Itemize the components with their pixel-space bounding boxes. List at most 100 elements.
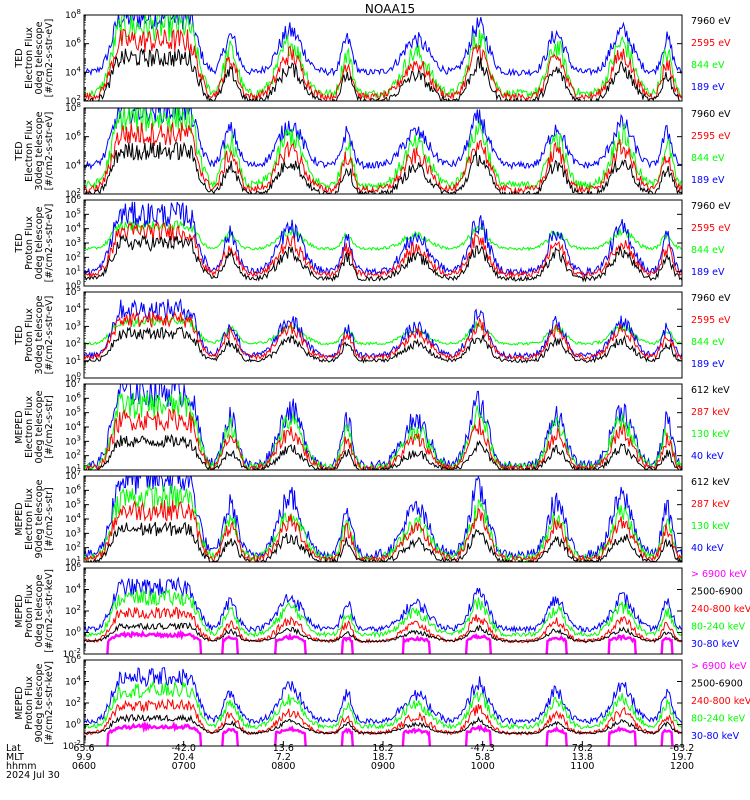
panel-3-series-group [84, 201, 682, 283]
series-line-130-kev [84, 483, 682, 562]
x-tick-label: 0900 [371, 761, 395, 772]
y-tick-label: 105 [65, 207, 81, 220]
panel-frame [83, 291, 683, 379]
y-axis-label-line: [#/cm2-s-str] [44, 487, 55, 550]
series-line-2500-6900 [84, 621, 682, 643]
legend-entry: 844 eV [691, 337, 725, 348]
x-tick-label: -63.2 [670, 743, 695, 754]
series-line-2595-ev [84, 122, 682, 194]
legend-entry: 130 keV [691, 521, 730, 532]
legend-entry: 30-80 keV [691, 639, 740, 650]
y-tick-label: 101 [65, 354, 81, 367]
x-row-label: MLT [6, 752, 24, 763]
y-tick-label: 102 [65, 604, 81, 617]
x-tick-label: 9.9 [76, 752, 91, 763]
series-line-2500-6900 [84, 713, 682, 735]
y-tick-label: 106 [65, 37, 81, 50]
series-line-30-80-kev [84, 576, 682, 634]
y-tick-label: 104 [65, 420, 81, 433]
legend-entry: 2500-6900 [691, 587, 743, 598]
x-tick-label: -42.0 [171, 743, 196, 754]
legend-entry: 30-80 keV [691, 731, 740, 742]
panel-1-series-group [84, 15, 682, 101]
y-tick-label: 105 [65, 498, 81, 511]
legend-entry: 240-800 keV [691, 604, 750, 615]
x-tick-label: 1100 [570, 761, 594, 772]
x-row-label: 2024 Jul 30 [6, 770, 60, 781]
x-row-label: Lat [6, 743, 21, 754]
y-axis-label-line: 90deg telescope [34, 479, 45, 558]
y-axis-label-line: Electron Flux [24, 488, 35, 550]
y-axis-label-line: MEPED [14, 686, 25, 719]
legend-entry: 844 eV [691, 60, 725, 71]
legend-entry: 80-240 keV [691, 714, 746, 725]
y-tick-label: 102 [65, 541, 81, 554]
y-tick-label: 104 [65, 302, 81, 315]
legend-entry: 844 eV [691, 245, 725, 256]
legend-entry: 80-240 keV [691, 622, 746, 633]
y-tick-label: 104 [65, 222, 81, 235]
legend-entry: 287 keV [691, 499, 730, 510]
y-tick-label: 103 [65, 526, 81, 539]
series-line-7960-ev [84, 326, 682, 364]
y-tick-label: 102 [65, 250, 81, 263]
y-axis-label-line: Electron Flux [24, 27, 35, 89]
x-tick-label: 1200 [670, 761, 694, 772]
series-line-844-ev [84, 108, 682, 191]
x-tick-label: 76.2 [572, 743, 593, 754]
y-axis-label-line: 30deg telescope [34, 111, 45, 190]
y-tick-label: 105 [65, 406, 81, 419]
x-tick-label: 1000 [471, 761, 495, 772]
y-axis-label-line: 0deg telescope [34, 574, 45, 647]
y-tick-label: 103 [65, 319, 81, 332]
y-tick-label: 104 [65, 583, 81, 596]
plot-title: NOAA15 [365, 2, 415, 16]
y-axis-label-line: 0deg telescope [34, 390, 45, 463]
y-tick-label: 108 [65, 8, 81, 21]
series-line-7960-ev [84, 47, 680, 101]
y-axis-label-line: [#/cm2-s-str-eV] [44, 296, 55, 375]
legend-entry: 130 keV [691, 429, 730, 440]
panel-8-series-group [84, 667, 682, 746]
legend-entry: 7960 eV [691, 201, 731, 212]
legend-entry: 2500-6900 [691, 679, 743, 690]
y-axis-label-line: Electron Flux [24, 396, 35, 458]
y-axis-label-line: 90deg telescope [34, 663, 45, 742]
legend-entry: 40 keV [691, 451, 724, 462]
series-line-240-800-kev [84, 698, 682, 736]
x-tick-label: 19.7 [671, 752, 692, 763]
y-tick-label: 100 [65, 718, 81, 731]
y-axis-label-line: [#/cm2-s-str-eV] [44, 204, 55, 283]
legend-entry: 189 eV [691, 82, 725, 93]
y-tick-label: 101 [65, 265, 81, 278]
y-axis-label-line: [#/cm2-s-str] [44, 395, 55, 458]
series-line-287-kev [84, 500, 682, 562]
legend-entry: 189 eV [691, 267, 725, 278]
y-tick-label: 104 [65, 65, 81, 78]
series-line-30-80-kev [84, 667, 682, 726]
legend-entry: 2595 eV [691, 223, 731, 234]
y-axis-label-line: Proton Flux [24, 308, 35, 362]
y-axis-label-line: MEPED [14, 594, 25, 627]
series-line-80-240-kev [84, 680, 682, 730]
series-line-40-kev [84, 384, 682, 470]
legend-entry: 2595 eV [691, 131, 731, 142]
y-axis-label-line: MEPED [14, 410, 25, 443]
x-tick-label: 13.8 [572, 752, 593, 763]
series-line-844-ev [84, 314, 682, 346]
y-axis-label-line: Proton Flux [24, 584, 35, 638]
y-tick-label: 104 [65, 675, 81, 688]
y-tick-label: 106 [65, 483, 81, 496]
y-tick-label: 102 [65, 696, 81, 709]
y-axis-label-line: TED [14, 141, 25, 161]
y-tick-label: 102 [65, 337, 81, 350]
x-tick-label: 18.7 [372, 752, 393, 763]
